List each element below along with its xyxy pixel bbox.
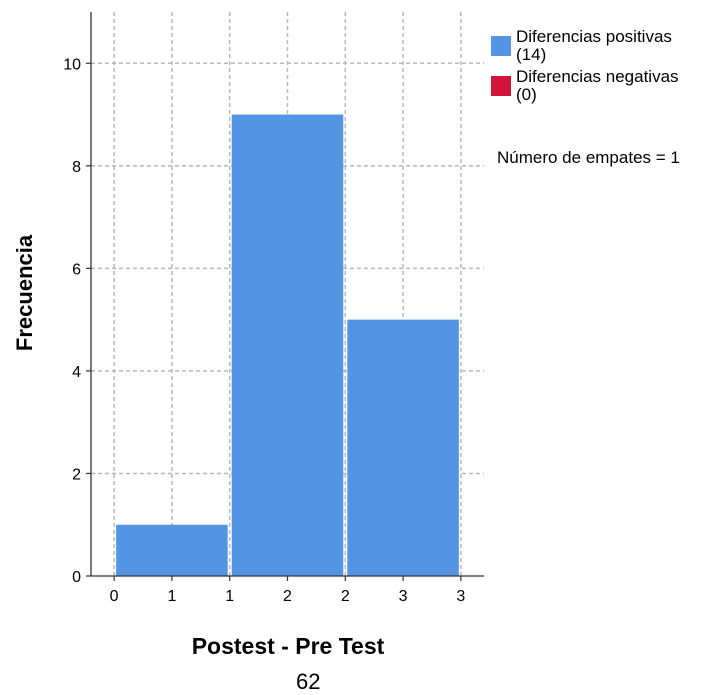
y-axis-label: Frecuencia [12,234,37,351]
bar-3 [347,319,459,576]
bar-1 [116,524,228,576]
page-number: 62 [296,669,321,694]
bars [116,114,459,576]
legend-item-negative: Diferencias negativas (0) [491,68,723,104]
x-tick-label: 1 [225,588,234,605]
y-tick-label: 6 [72,261,81,278]
y-tick-label: 2 [72,466,81,483]
legend-count-positive: (14) [516,45,547,64]
x-tick-label: 3 [456,588,465,605]
legend-swatch-negative [491,76,511,96]
y-tick-label: 4 [72,364,81,381]
x-tick-label: 1 [167,588,176,605]
x-axis-label: Postest - Pre Test [192,633,385,659]
y-tick-label: 0 [72,569,81,586]
y-tick-label: 8 [72,159,81,176]
legend: Diferencias positivas (14) Diferencias n… [491,28,723,108]
legend-label-negative: Diferencias negativas [516,67,679,86]
y-tick-label: 10 [63,56,81,73]
legend-count-negative: (0) [516,85,537,104]
x-tick-label: 0 [110,588,119,605]
x-tick-label: 3 [399,588,408,605]
x-tick-labels: 0 1 1 2 2 3 3 [110,576,465,605]
x-tick-label: 2 [341,588,350,605]
legend-swatch-positive [491,36,511,56]
x-tick-label: 2 [283,588,292,605]
legend-item-positive: Diferencias positivas (14) [491,28,723,64]
ties-annotation: Número de empates = 1 [497,148,680,167]
legend-label-positive: Diferencias positivas [516,27,672,46]
bar-2 [231,114,344,576]
y-tick-labels: 0 2 4 6 8 10 [63,56,91,586]
